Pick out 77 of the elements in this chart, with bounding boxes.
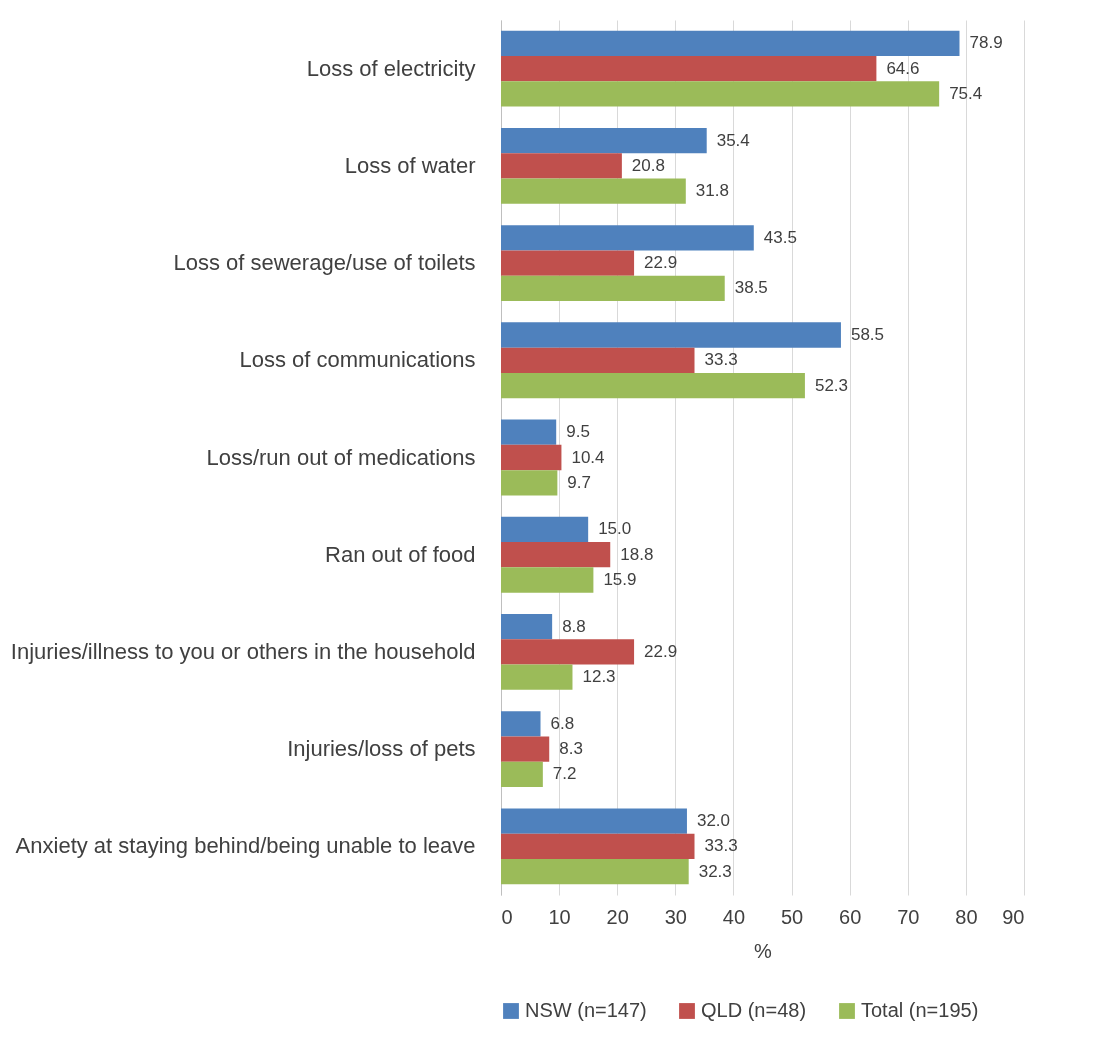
- data-label: 38.5: [734, 278, 768, 298]
- x-tick-label: 40: [722, 905, 746, 928]
- data-label: 10.4: [571, 447, 605, 467]
- bar: [501, 470, 558, 496]
- bar: [501, 153, 622, 179]
- y-tick-label: Loss of water: [344, 152, 476, 178]
- data-label: 32.0: [696, 811, 731, 831]
- bar: [501, 808, 687, 834]
- bar: [501, 178, 686, 204]
- bar: [501, 275, 725, 301]
- data-label: 8.8: [562, 616, 586, 636]
- data-label: 8.3: [559, 739, 583, 759]
- x-tick-label: 80: [955, 905, 978, 928]
- y-tick-label: Loss of sewerage/use of toilets: [173, 250, 476, 276]
- x-tick-label: 60: [839, 905, 862, 928]
- x-tick-label: 50: [780, 905, 804, 928]
- data-label: 75.4: [949, 83, 983, 103]
- data-label: 52.3: [814, 375, 849, 395]
- bar: [501, 567, 594, 593]
- bar: [501, 347, 695, 373]
- bar: [501, 444, 562, 471]
- data-label: 9.7: [567, 472, 592, 492]
- y-tick-label: Injuries/loss of pets: [287, 736, 476, 762]
- data-label: 7.2: [552, 764, 577, 784]
- bar: [501, 322, 841, 348]
- bar: [501, 639, 635, 665]
- data-label: 22.9: [644, 641, 678, 661]
- bar: [501, 664, 573, 690]
- x-tick-label: 0: [501, 905, 513, 928]
- bar: [501, 81, 940, 107]
- bar: [501, 736, 550, 762]
- legend-label: Total (n=195): [861, 999, 979, 1021]
- data-label: 35.4: [716, 130, 750, 150]
- x-tick-label: 30: [664, 905, 687, 928]
- data-label: 64.6: [886, 58, 920, 78]
- x-axis-title: %: [754, 939, 773, 962]
- bar: [501, 372, 805, 399]
- data-label: 33.3: [704, 350, 738, 370]
- bar: [501, 761, 543, 788]
- legend-label: QLD (n=48): [701, 999, 807, 1021]
- data-label: 20.8: [631, 155, 665, 175]
- data-label: 18.8: [620, 544, 654, 564]
- bar: [501, 542, 611, 568]
- y-tick-label: Loss/run out of medications: [206, 444, 476, 470]
- bar: [501, 225, 754, 251]
- data-label: 31.8: [695, 181, 729, 201]
- bar: [501, 55, 877, 82]
- bar: [501, 127, 707, 154]
- data-label: 43.5: [763, 227, 797, 247]
- bar: [501, 614, 553, 640]
- x-tick-label: 20: [606, 905, 629, 928]
- x-tick-label: 90: [1002, 905, 1025, 928]
- bar: [501, 30, 960, 56]
- data-label: 22.9: [644, 253, 678, 273]
- bar: [501, 859, 689, 885]
- bar: [501, 516, 589, 543]
- data-label: 6.8: [550, 713, 575, 733]
- data-label: 12.3: [582, 667, 616, 687]
- data-label: 15.0: [598, 519, 632, 539]
- data-label: 9.5: [566, 422, 590, 442]
- y-tick-label: Loss of electricity: [306, 55, 476, 81]
- y-tick-label: Anxiety at staying behind/being unable to leave: [15, 833, 476, 859]
- x-tick-label: 70: [897, 905, 920, 928]
- data-label: 78.9: [969, 33, 1003, 53]
- data-label: 15.9: [603, 570, 637, 589]
- legend-label: NSW (n=147): [525, 999, 647, 1021]
- data-label: 32.3: [698, 861, 732, 881]
- bar: [501, 711, 541, 737]
- y-tick-label: Injuries/illness to you or others in the household: [10, 638, 476, 664]
- y-tick-label: Ran out of food: [325, 541, 476, 567]
- y-tick-label: Loss of communications: [239, 347, 476, 373]
- data-label: 33.3: [704, 836, 738, 856]
- bar: [501, 250, 635, 276]
- x-tick-label: 10: [548, 905, 571, 928]
- bar: [501, 419, 557, 445]
- bar: [501, 833, 695, 860]
- data-label: 58.5: [850, 325, 885, 344]
